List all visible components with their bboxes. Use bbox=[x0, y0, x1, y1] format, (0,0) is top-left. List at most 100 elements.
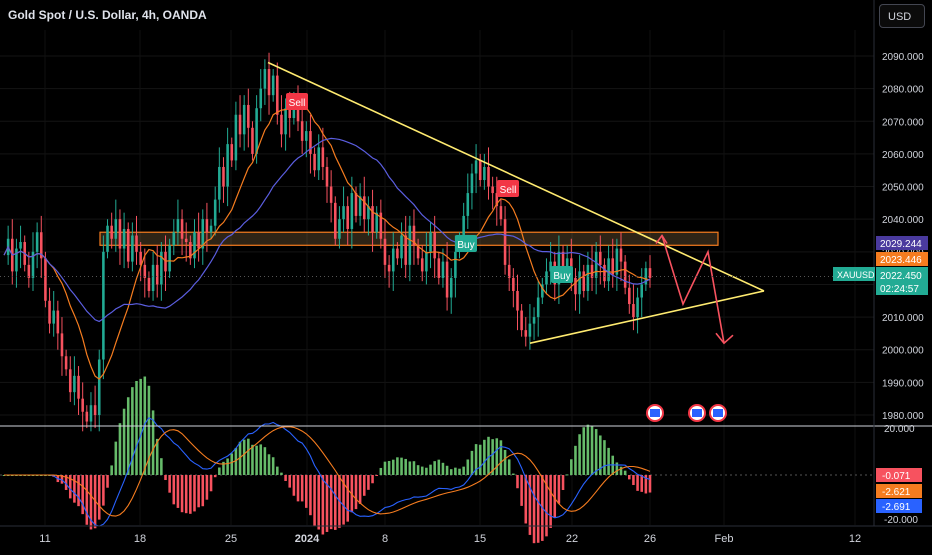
x-axis-tick-label: 8 bbox=[382, 533, 388, 545]
candle-body bbox=[155, 264, 159, 285]
signal-label: Sell bbox=[289, 98, 306, 109]
candle-body bbox=[313, 153, 316, 171]
macd-histogram-bar bbox=[267, 454, 271, 475]
projection-arrowhead bbox=[715, 332, 734, 345]
signal-label: Sell bbox=[500, 185, 517, 196]
candle-body bbox=[362, 196, 366, 220]
macd-histogram-bar bbox=[317, 475, 321, 530]
macd-histogram-bar bbox=[449, 469, 453, 475]
chart-title: Gold Spot / U.S. Dollar, 4h, OANDA bbox=[8, 8, 207, 22]
slow-moving-average-line bbox=[3, 137, 651, 323]
candle-body bbox=[118, 219, 122, 249]
candle-body bbox=[607, 258, 610, 282]
candle-body bbox=[205, 219, 209, 233]
macd-histogram-bar bbox=[507, 459, 511, 475]
symbol-badge-label: XAUUSD bbox=[837, 270, 875, 280]
macd-histogram-bar bbox=[197, 475, 200, 508]
candle-body bbox=[420, 258, 424, 272]
candle-body bbox=[147, 277, 151, 291]
candle-body bbox=[97, 359, 101, 415]
symbol-badge bbox=[833, 267, 875, 281]
macd-histogram-bar bbox=[201, 475, 205, 507]
candle-body bbox=[251, 127, 254, 154]
macd-histogram-bar bbox=[528, 475, 532, 535]
macd-histogram-bar bbox=[516, 475, 519, 489]
macd-histogram-bar bbox=[532, 475, 536, 544]
x-axis-tick-label: 25 bbox=[225, 533, 237, 545]
macd-histogram-bar bbox=[367, 475, 370, 490]
candle-body bbox=[271, 75, 275, 96]
candle-body bbox=[462, 215, 465, 239]
macd-histogram-bar bbox=[358, 475, 362, 504]
macd-histogram-bar bbox=[466, 459, 470, 475]
macd-histogram-bar bbox=[114, 441, 118, 475]
macd-pane bbox=[0, 376, 874, 544]
macd-histogram-bar bbox=[478, 444, 482, 475]
candle-body bbox=[441, 261, 445, 278]
candle-body bbox=[449, 277, 453, 298]
macd-histogram-bar bbox=[474, 444, 478, 475]
macd-histogram-bar bbox=[412, 461, 416, 475]
candle-body bbox=[64, 356, 68, 370]
macd-histogram-bar bbox=[110, 465, 113, 475]
macd-histogram-bar bbox=[512, 473, 515, 475]
candle-body bbox=[371, 206, 374, 233]
macd-histogram-bar bbox=[164, 475, 167, 481]
candle-body bbox=[499, 206, 503, 220]
candle-body bbox=[317, 147, 321, 171]
macd-histogram-bar bbox=[632, 475, 635, 486]
macd-histogram-bar bbox=[483, 439, 486, 475]
candle-body bbox=[632, 304, 635, 318]
x-axis-tick-label: Feb bbox=[715, 533, 734, 545]
candle-body bbox=[433, 232, 436, 259]
candle-body bbox=[106, 225, 109, 252]
macd-histogram-bar bbox=[582, 427, 586, 475]
macd-histogram-bar bbox=[284, 475, 287, 481]
candle-body bbox=[387, 264, 391, 272]
macd-histogram-bar bbox=[102, 475, 105, 506]
macd-histogram-bar bbox=[400, 457, 403, 475]
candle-body bbox=[110, 225, 113, 239]
currency-button[interactable]: USD bbox=[879, 4, 925, 28]
drawings-layer bbox=[0, 61, 874, 345]
macd-histogram-bar bbox=[408, 461, 412, 475]
macd-histogram-bar bbox=[2, 475, 6, 476]
candle-body bbox=[524, 330, 528, 337]
macd-axis-tick-label: 20.000 bbox=[884, 424, 915, 435]
macd-axis-tick-label: -20.000 bbox=[884, 515, 918, 526]
candle-body bbox=[640, 284, 644, 298]
candle-body bbox=[561, 251, 565, 272]
macd-histogram-bar bbox=[184, 475, 188, 514]
candle-body bbox=[242, 104, 246, 135]
macd-badge-value: -0.071 bbox=[882, 471, 911, 482]
candle-body bbox=[114, 219, 118, 239]
candle-body bbox=[648, 268, 652, 278]
candle-body bbox=[139, 251, 142, 265]
candle-body bbox=[263, 69, 267, 89]
lower-trendline bbox=[529, 290, 765, 344]
macd-histogram-bar bbox=[176, 475, 180, 508]
macd-histogram-bar bbox=[73, 475, 76, 503]
macd-histogram-bar bbox=[97, 475, 101, 520]
candle-body bbox=[470, 173, 474, 194]
candle-body bbox=[77, 375, 80, 399]
macd-histogram-bar bbox=[623, 470, 627, 475]
candle-body bbox=[35, 232, 39, 252]
x-axis-tick-label: 12 bbox=[849, 533, 861, 545]
macd-histogram-bar bbox=[329, 475, 333, 530]
x-axis-tick-label: 11 bbox=[39, 533, 50, 545]
candle-body bbox=[396, 248, 399, 259]
macd-histogram-bar bbox=[333, 475, 337, 530]
macd-histogram-bar bbox=[536, 475, 540, 543]
candle-body bbox=[454, 251, 457, 278]
moving-averages-layer bbox=[3, 105, 651, 380]
candle-body bbox=[255, 108, 258, 154]
last-price-badge bbox=[876, 267, 928, 295]
macd-histogram-bar bbox=[238, 441, 242, 475]
macd-histogram-bar bbox=[454, 467, 457, 475]
macd-histogram-bar bbox=[383, 461, 387, 475]
candle-body bbox=[516, 290, 519, 311]
macd-histogram-bar bbox=[491, 439, 494, 475]
